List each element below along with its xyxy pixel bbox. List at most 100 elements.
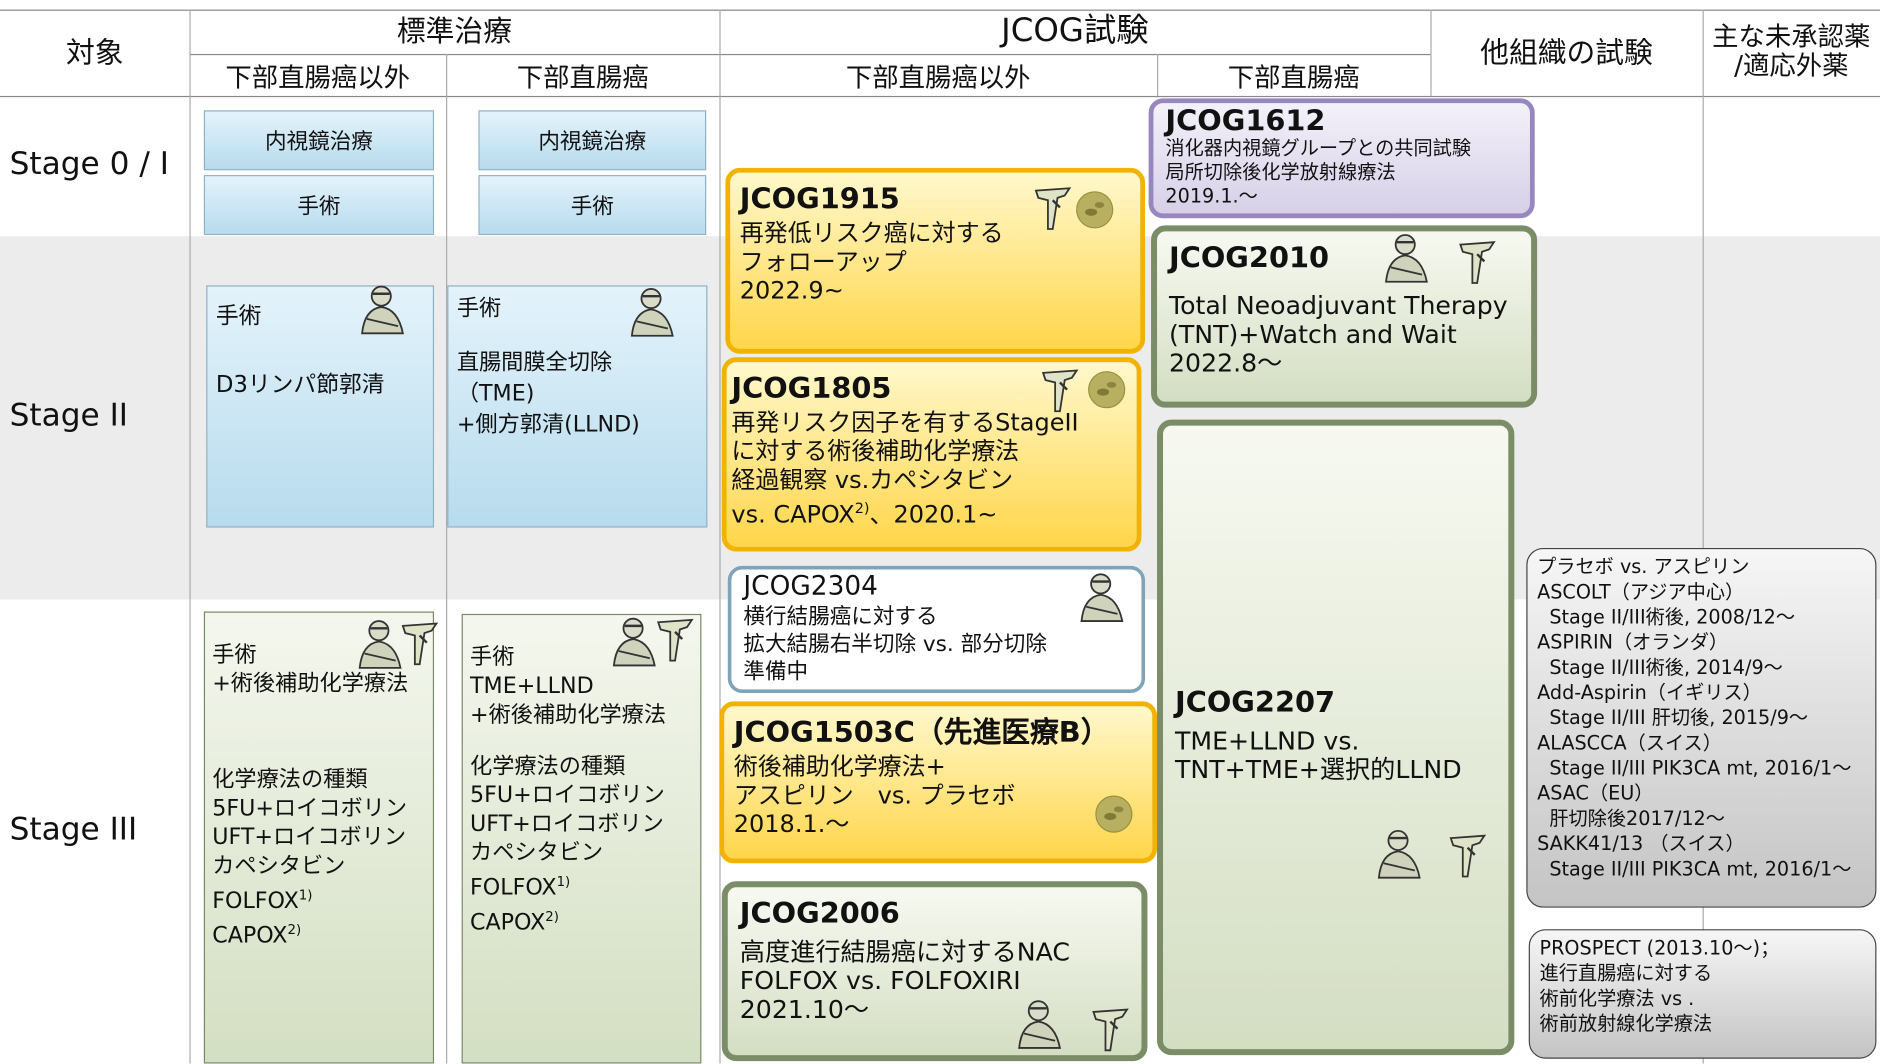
text-line: 肝切除後2017/12～	[1537, 806, 1725, 830]
text: 、2020.1~	[869, 499, 998, 529]
text-line: 化学療法の種類	[212, 766, 368, 792]
text-line: 化学療法の種類	[470, 753, 626, 779]
col-line	[446, 53, 448, 1064]
footnote-mark: 2)	[287, 921, 302, 938]
trial-box: JCOG2207 TME+LLND vs. TNT+TME+選択的LLND	[1157, 419, 1515, 1056]
text-line: ASCOLT（アジア中心）	[1537, 580, 1745, 604]
text-line: vs. CAPOX2)、2020.1~	[731, 494, 1127, 529]
tool-icon	[1034, 187, 1072, 230]
text-line: 再発リスク因子を有するStageII	[731, 407, 1079, 437]
text-line: ASPIRIN（オランダ）	[1537, 630, 1729, 654]
surgeon-icon	[361, 285, 404, 335]
subheader: 下部直腸癌	[516, 63, 649, 94]
rule	[189, 53, 1431, 56]
text-line: アスピリン vs. プラセボ	[733, 780, 1016, 810]
tool-icon	[1041, 369, 1079, 413]
header-drugs-line: /適応外薬	[1734, 51, 1849, 82]
trial-title: JCOG1915	[739, 182, 900, 216]
text-line	[212, 721, 425, 743]
pill-icon	[1095, 795, 1133, 833]
text-line: SAKK41/13 （スイス）	[1537, 832, 1745, 855]
text-line	[470, 730, 693, 752]
col-line	[1157, 53, 1159, 96]
trial-title: JCOG1503C（先進医療B）	[733, 715, 1110, 750]
trial-box: JCOG1915 再発低リスク癌に対する フォローアップ 2022.9~	[725, 167, 1146, 354]
text-line: 準備中	[743, 659, 809, 685]
text-line: 手術	[456, 296, 502, 322]
text-line: 直腸間膜全切除	[456, 349, 613, 375]
surgeon-icon	[1018, 1000, 1062, 1049]
header-target: 対象	[65, 35, 124, 70]
trial-title: JCOG1612	[1165, 104, 1326, 138]
header-drugs-line: 主な未承認薬	[1712, 22, 1871, 53]
footnote-mark: 1)	[298, 886, 313, 903]
text-line: FOLFOX1)	[212, 881, 425, 916]
text-line: FOLFOX1)	[470, 867, 693, 902]
text-line: カペシタビン	[470, 839, 604, 866]
text-line: UFT+ロイコボリン	[212, 824, 407, 850]
trial-title: JCOG2010	[1169, 240, 1330, 275]
text-line: 進行直腸癌に対する	[1539, 961, 1713, 985]
std-box: 手術 D3リンパ節郭清	[206, 285, 435, 528]
text-line: 消化器内視鏡グループとの共同試験	[1165, 136, 1472, 160]
text-line: （TME)	[456, 380, 535, 406]
std-box: 手術 +術後補助化学療法 化学療法の種類 5FU+ロイコボリン UFT+ロイコボリン カペ…	[203, 611, 435, 1064]
col-line	[719, 9, 721, 1064]
rule	[0, 9, 1880, 11]
text-line: カペシタビン	[212, 853, 346, 879]
text-line: PROSPECT (2013.10～)；	[1539, 936, 1780, 960]
text-line: 拡大結腸右半切除 vs. 部分切除	[743, 631, 1047, 658]
trial-title: JCOG1805	[731, 371, 892, 406]
pill-icon	[1076, 191, 1114, 229]
text: CAPOX	[470, 909, 546, 935]
footnote-mark: 2)	[545, 908, 559, 925]
text-line: 手術	[470, 645, 515, 671]
surgeon-icon	[612, 617, 656, 667]
other-trial-box: プラセボ vs. アスピリン ASCOLT（アジア中心） Stage II/III…	[1526, 547, 1877, 908]
text-line: Add-Aspirin（イギリス）	[1537, 681, 1762, 704]
subheader: 下部直腸癌以外	[845, 63, 1031, 94]
text-line: 局所切除後化学放射線療法	[1165, 160, 1396, 184]
rule	[0, 95, 1880, 98]
text-line: 再発低リスク癌に対する	[739, 218, 1004, 247]
text-line: 5FU+ロイコボリン	[470, 782, 665, 808]
subheader: 下部直腸癌以外	[225, 63, 411, 94]
col-line	[1430, 9, 1432, 96]
surgeon-icon	[630, 288, 674, 337]
text-line: (TNT)+Watch and Wait	[1169, 320, 1457, 349]
text: CAPOX	[212, 923, 288, 949]
trial-title: JCOG2304	[743, 571, 878, 602]
col-line	[1702, 9, 1704, 1064]
trial-box: JCOG1503C（先進医療B） 術後補助化学療法+ アスピリン vs. プラセボ 2…	[719, 701, 1158, 864]
text-line: 5FU+ロイコボリン	[212, 795, 408, 821]
surgeon-icon	[1377, 830, 1421, 879]
text-line: 手術	[215, 303, 262, 330]
header-jcog: JCOG試験	[1001, 11, 1149, 49]
std-box: 手術 直腸間膜全切除 （TME) +側方郭清(LLND)	[447, 285, 708, 528]
subheader: 下部直腸癌	[1227, 63, 1360, 94]
text-line: ASAC（EU）	[1537, 781, 1654, 805]
text-line: UFT+ロイコボリン	[470, 811, 664, 837]
text-line: 術前放射線化学療法	[1539, 1011, 1713, 1035]
text-line: TME+LLND	[470, 673, 594, 700]
text-line: 経過観察 vs.カペシタビン	[731, 465, 1014, 494]
surgeon-icon	[1385, 234, 1428, 283]
text-line: に対する術後補助化学療法	[731, 436, 1020, 466]
stage-label: Stage III	[9, 811, 138, 848]
text-line	[216, 339, 425, 362]
trial-box: JCOG2304 横行結腸癌に対する 拡大結腸右半切除 vs. 部分切除 準備中	[727, 565, 1146, 694]
text-line: TME+LLND vs.	[1175, 726, 1360, 756]
header-other: 他組織の試験	[1480, 35, 1653, 70]
text-line: 2021.10～	[739, 995, 870, 1024]
text-line: CAPOX2)	[212, 916, 425, 951]
text-line: 術後補助化学療法+	[733, 751, 946, 781]
trial-box: JCOG1805 再発リスク因子を有するStageII に対する術後補助化学療法 経過…	[721, 357, 1142, 552]
text: FOLFOX	[470, 874, 557, 901]
header-standard: 標準治療	[396, 14, 512, 49]
text-line: 2022.9~	[739, 275, 844, 305]
text-line: 高度進行結腸癌に対するNAC	[739, 937, 1070, 967]
text-line: Stage II/III術後, 2014/9～	[1537, 655, 1783, 679]
surgeon-icon	[358, 620, 402, 669]
